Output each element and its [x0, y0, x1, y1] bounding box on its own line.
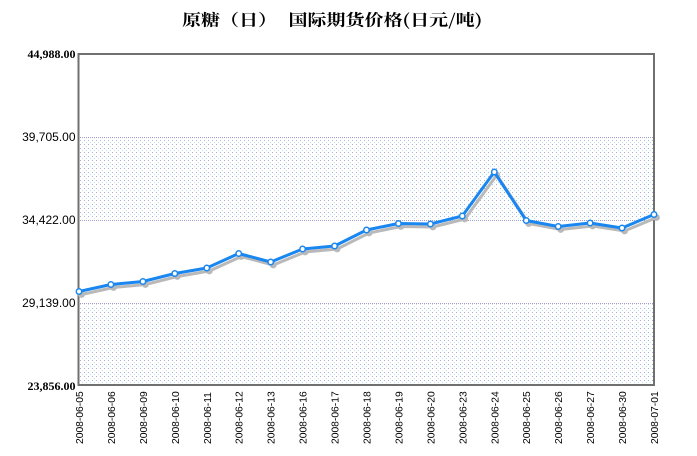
svg-text:2008-06-26: 2008-06-26 [554, 391, 565, 444]
svg-text:2008-06-06: 2008-06-06 [107, 391, 118, 444]
svg-text:2008-06-10: 2008-06-10 [171, 391, 182, 444]
svg-text:39,705.00: 39,705.00 [22, 130, 76, 144]
svg-text:44,988.00: 44,988.00 [28, 47, 76, 61]
svg-text:2008-06-13: 2008-06-13 [267, 391, 278, 444]
svg-text:2008-06-30: 2008-06-30 [618, 391, 629, 444]
svg-text:2008-06-12: 2008-06-12 [235, 391, 246, 444]
svg-text:2008-06-24: 2008-06-24 [490, 391, 501, 444]
svg-text:2008-06-16: 2008-06-16 [299, 391, 310, 444]
svg-text:2008-06-18: 2008-06-18 [363, 391, 374, 444]
svg-text:2008-06-09: 2008-06-09 [139, 391, 150, 444]
svg-text:2008-06-27: 2008-06-27 [586, 391, 597, 444]
svg-text:2008-06-11: 2008-06-11 [203, 392, 214, 444]
svg-text:29,139.00: 29,139.00 [22, 296, 76, 310]
svg-text:2008-06-05: 2008-06-05 [75, 391, 86, 444]
svg-text:23,856.00: 23,856.00 [28, 379, 76, 393]
svg-text:2008-06-19: 2008-06-19 [394, 391, 405, 444]
svg-text:2008-06-20: 2008-06-20 [426, 391, 437, 444]
svg-text:2008-06-23: 2008-06-23 [458, 391, 469, 444]
svg-text:2008-06-25: 2008-06-25 [522, 391, 533, 444]
svg-text:2008-07-01: 2008-07-01 [650, 391, 661, 444]
svg-text:2008-06-17: 2008-06-17 [331, 391, 342, 444]
svg-text:34,422.00: 34,422.00 [22, 213, 76, 227]
